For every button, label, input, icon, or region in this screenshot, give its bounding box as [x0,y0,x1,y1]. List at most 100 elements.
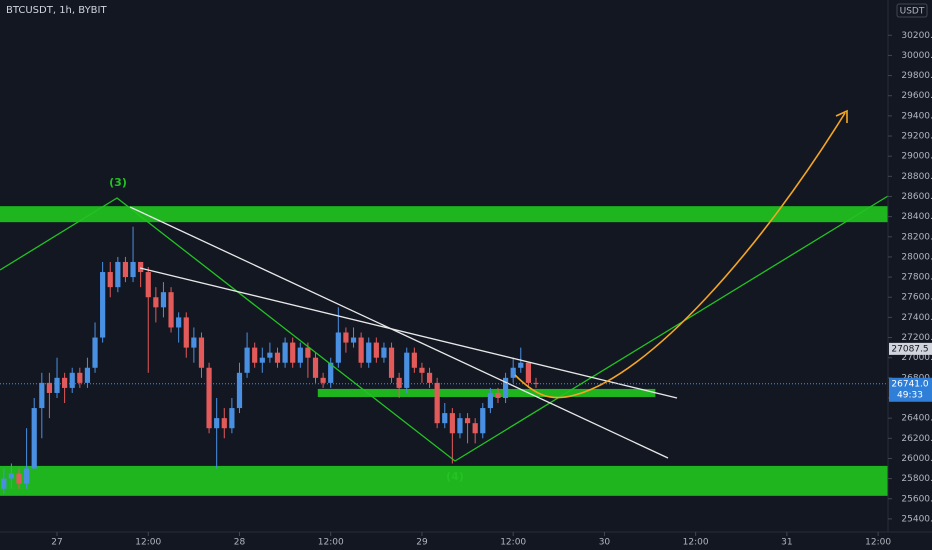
candle-body [244,347,250,373]
wave-label: (3) [109,176,127,189]
candle-body [206,367,212,429]
candle-body [373,342,379,358]
candle-body [115,261,121,288]
trend-line [129,206,669,459]
candle-body [267,352,273,358]
x-tick-label: 28 [234,538,246,548]
candle-body [183,317,189,348]
wave-line [0,195,889,462]
y-tick-label: 29400.0 [901,111,932,121]
candle-body [472,423,478,434]
x-tick-label: 30 [599,538,611,548]
y-tick-label: 28400.0 [901,212,932,222]
candle-body [335,332,341,363]
candle-body [1,478,7,489]
candle-body [100,272,106,338]
y-tick-label: 27400.0 [901,313,932,323]
candle-body [107,272,113,288]
candle-body [16,473,22,484]
candle-body [404,352,410,388]
projection-curve [514,112,846,399]
candle-body [168,292,174,328]
y-tick-label: 28200.0 [901,232,932,242]
candle-body [122,261,129,278]
candle-body [525,362,531,383]
y-tick-label: 25800.0 [901,474,932,484]
candle-body [442,413,448,424]
candle-body [518,362,524,368]
candle-body [457,418,463,434]
candle-body [69,372,75,388]
y-tick-label: 27000.0 [901,353,932,363]
y-tick-label: 25600.0 [901,494,932,504]
candle-body [46,382,53,393]
price-zone [317,388,656,397]
candle-body [396,377,402,388]
x-tick-label: 29 [416,538,428,548]
candle-body [198,337,205,368]
candle-body [426,372,433,383]
candle-body [214,418,220,429]
candle-body [24,468,30,484]
y-tick-label: 29600.0 [901,91,932,101]
y-tick-label: 27600.0 [901,293,932,303]
y-tick-label: 27200.0 [901,333,932,343]
candle-body [130,261,136,278]
price-zone [0,206,888,223]
y-tick-label: 30200.0 [901,31,932,41]
candle-body [449,413,455,434]
candle-body [77,372,83,383]
candle-body [312,357,319,378]
marker-price-badge [889,342,932,355]
y-tick-label: 29200.0 [901,132,932,142]
candle-body [221,418,227,429]
candle-body [495,392,501,398]
candle-body [229,408,235,429]
candle-body [510,367,516,378]
candle-body [62,377,68,388]
candle-body [297,347,303,363]
candle-body [366,342,372,363]
y-tick-label: 29800.0 [901,71,932,81]
candle-body [419,367,425,373]
projection-arrowhead [835,109,848,123]
last-price-label: 26741.0 [891,379,928,389]
candle-body [320,377,326,383]
candle-body [54,377,60,393]
candle-body [31,408,37,469]
last-price-badge [889,377,932,402]
x-tick-label: 12:00 [683,538,709,548]
candle-body [502,377,509,398]
trend-line [139,267,678,399]
candle-body [8,473,15,479]
y-tick-label: 26000.0 [901,454,932,464]
candle-body [138,261,144,273]
candle-body [434,382,440,424]
currency: USDT [900,7,925,17]
price-zone [0,465,888,496]
candle-body [191,337,197,348]
candle-body [305,347,311,358]
candle-body [480,408,486,434]
candle-body [487,392,493,409]
y-tick-label: 26200.0 [901,434,932,444]
candle-body [358,337,364,363]
y-tick-label: 28800.0 [901,172,932,182]
candle-body [388,347,395,378]
x-tick-label: 12:00 [135,538,161,548]
candle-body [259,357,265,363]
candle-body [328,362,334,383]
x-tick-label: 12:00 [865,538,891,548]
candle-body [153,297,159,308]
candle-body [343,332,349,343]
candle-body [411,352,417,368]
candle-body [282,342,288,363]
currency-badge [896,3,928,18]
x-tick-label: 12:00 [318,538,344,548]
candle-body [160,292,167,308]
candle-body [533,382,539,384]
candle-body [381,347,387,358]
